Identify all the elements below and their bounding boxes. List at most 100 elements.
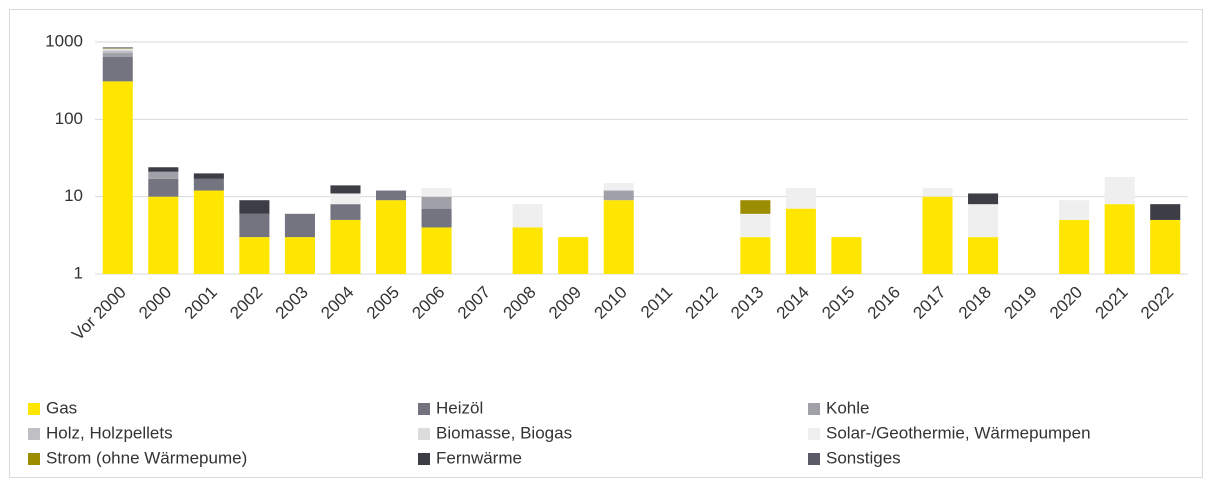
x-tick-label: 2008: [499, 283, 539, 323]
x-tick-label: 2022: [1137, 283, 1177, 323]
bar-segment: [1104, 204, 1135, 274]
x-tick-label: 2018: [955, 283, 995, 323]
x-tick-label: 2012: [682, 283, 722, 323]
bar-segment: [330, 219, 361, 274]
bar-segment: [102, 53, 133, 57]
legend-label: Sonstiges: [826, 448, 901, 467]
y-tick-label: 1: [74, 263, 83, 282]
bar-segment: [193, 190, 224, 274]
bar-segment: [330, 193, 361, 205]
bar-segment: [512, 204, 543, 228]
bar-segment: [421, 227, 452, 274]
bar-segment: [330, 185, 361, 194]
bar-segment: [1150, 219, 1181, 274]
bar-segment: [239, 213, 270, 238]
legend-label: Kohle: [826, 398, 869, 417]
bar-segment: [421, 187, 452, 197]
bar-segment: [968, 193, 999, 205]
x-tick-label: 2013: [727, 283, 767, 323]
bar-segment: [1059, 200, 1090, 220]
legend-swatch: [808, 428, 820, 440]
bar-segment: [603, 190, 634, 201]
bar-segment: [102, 81, 133, 275]
bar-segment: [1150, 204, 1181, 220]
x-tick-label: Vor 2000: [68, 283, 130, 345]
y-tick-label: 10: [64, 186, 83, 205]
legend-swatch: [808, 453, 820, 465]
x-tick-label: 2020: [1046, 283, 1086, 323]
x-tick-label: 2021: [1092, 283, 1132, 323]
bar-segment: [603, 200, 634, 274]
x-tick-label: 2019: [1000, 283, 1040, 323]
y-tick-label: 100: [55, 109, 83, 128]
bar-segment: [193, 178, 224, 191]
legend-swatch: [28, 403, 40, 415]
legend-swatch: [28, 428, 40, 440]
bar-segment: [1104, 176, 1135, 205]
x-tick-label: 2007: [454, 283, 494, 323]
bar-segment: [193, 173, 224, 179]
legend-swatch: [418, 428, 430, 440]
bar-segment: [330, 204, 361, 220]
bar-segment: [284, 237, 315, 274]
legend-label: Strom (ohne Wärmepume): [46, 448, 247, 467]
x-tick-label: 2003: [272, 283, 312, 323]
x-tick-label: 2014: [773, 283, 813, 323]
bar-segment: [740, 200, 771, 214]
legend-label: Holz, Holzpellets: [46, 423, 173, 442]
x-tick-label: 2017: [909, 283, 949, 323]
bar-segment: [148, 178, 179, 197]
bar-segment: [968, 237, 999, 274]
bar-segment: [831, 237, 862, 274]
x-tick-label: 2011: [637, 283, 676, 322]
x-tick-label: 2006: [408, 283, 448, 323]
bar-segment: [603, 183, 634, 191]
legend-label: Fernwärme: [436, 448, 522, 467]
bar-segment: [740, 213, 771, 238]
bar-segment: [148, 167, 179, 172]
bar-segment: [102, 56, 133, 82]
x-tick-label: 2004: [317, 283, 357, 323]
x-tick-label: 2010: [591, 283, 631, 323]
legend-swatch: [28, 453, 40, 465]
bar-segment: [922, 187, 953, 197]
x-tick-label: 2016: [864, 283, 904, 323]
x-tick-label: 2005: [363, 283, 403, 323]
bar-segment: [102, 50, 133, 54]
bar-segment: [421, 208, 452, 228]
legend-label: Solar-/Geothermie, Wärmepumpen: [826, 423, 1091, 442]
y-tick-label: 1000: [45, 31, 83, 50]
x-tick-label: 2002: [226, 283, 266, 323]
bar-segment: [785, 187, 816, 209]
bar-segment: [148, 196, 179, 274]
bar-segment: [558, 237, 589, 274]
bar-segment: [375, 200, 407, 274]
bar-segment: [102, 49, 133, 51]
x-tick-label: 2009: [545, 283, 585, 323]
legend-label: Biomasse, Biogas: [436, 423, 572, 442]
bar-segment: [284, 213, 315, 238]
bar-segment: [239, 237, 270, 274]
legend-label: Gas: [46, 398, 77, 417]
bar-segment: [375, 190, 407, 201]
bar-segment: [421, 196, 452, 209]
bar-segment: [148, 171, 179, 179]
legend-swatch: [418, 453, 430, 465]
x-tick-label: 2001: [181, 283, 221, 323]
legend-swatch: [808, 403, 820, 415]
bar-segment: [102, 48, 133, 50]
bar-segment: [740, 237, 771, 274]
legend-label: Heizöl: [436, 398, 483, 417]
bar-segment: [922, 196, 953, 274]
bar-segment: [1059, 219, 1090, 274]
bar-segment: [512, 227, 543, 274]
legend-swatch: [418, 403, 430, 415]
bar-segment: [102, 47, 133, 49]
bar-segment: [785, 208, 816, 274]
chart-border: [9, 9, 1203, 478]
bar-segment: [239, 200, 270, 214]
bar-segment: [968, 204, 999, 238]
x-tick-label: 2015: [818, 283, 858, 323]
x-tick-label: 2000: [135, 283, 175, 323]
